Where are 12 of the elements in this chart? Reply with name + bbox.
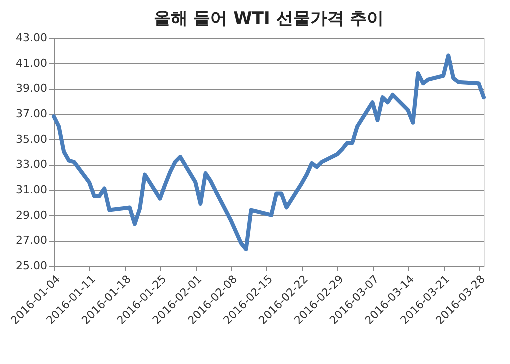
y-tick-label: 31.00	[16, 184, 48, 196]
y-tick-label: 25.00	[16, 260, 48, 272]
y-tick-label: 33.00	[16, 158, 48, 172]
y-tick-label: 29.00	[16, 208, 48, 222]
y-tick-label: 35.00	[16, 132, 48, 146]
chart-title: 올해 들어 WTI 선물가격 추이	[154, 9, 384, 29]
y-tick-label: 43.00	[16, 32, 48, 44]
y-tick-label: 41.00	[16, 56, 48, 70]
line-series	[52, 54, 486, 252]
y-tick-label: 27.00	[16, 234, 48, 248]
y-tick-label: 39.00	[16, 82, 48, 96]
y-tick-label: 37.00	[16, 108, 48, 120]
